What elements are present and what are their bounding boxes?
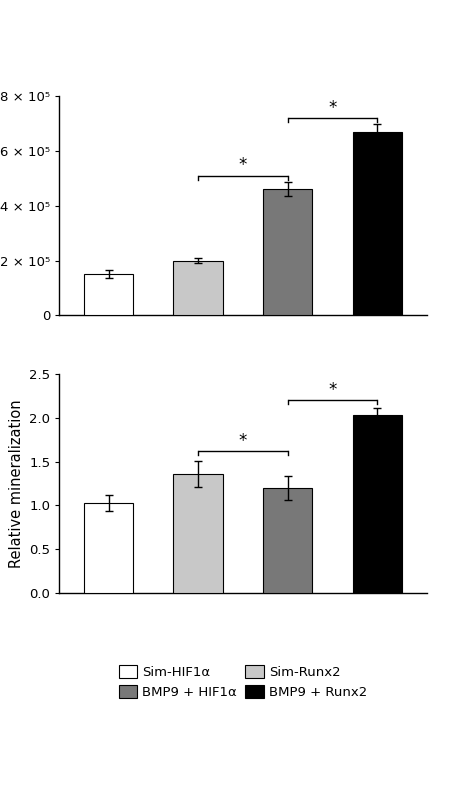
Text: *: * [239,156,247,175]
Legend: Sim-HIF1α, BMP9 + HIF1α, Sim-Runx2, BMP9 + Runx2: Sim-HIF1α, BMP9 + HIF1α, Sim-Runx2, BMP9… [118,665,367,699]
Text: *: * [239,432,247,450]
Bar [263,488,312,593]
Text: *: * [328,381,337,399]
Bar [353,131,402,316]
Bar [84,274,133,316]
Bar [263,189,312,316]
Bar [84,503,133,593]
Text: *: * [328,99,337,117]
Bar [173,260,223,316]
Bar [173,474,223,593]
Y-axis label: Relative mineralization: Relative mineralization [9,399,24,568]
Bar [353,415,402,593]
